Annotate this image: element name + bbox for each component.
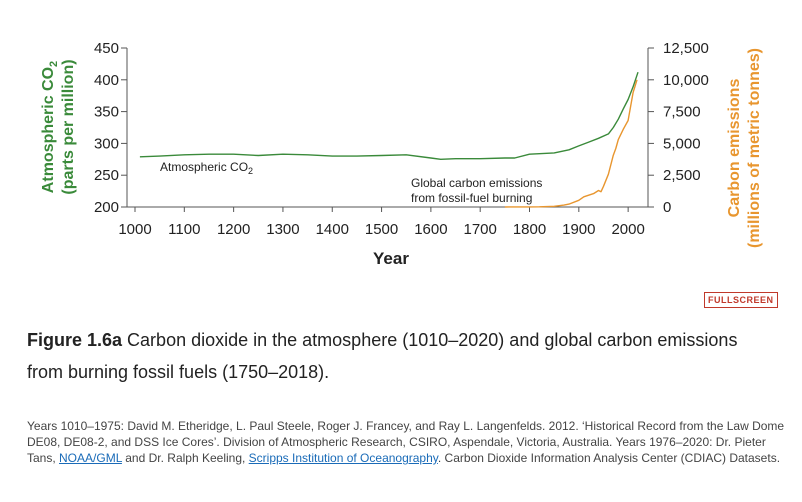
left-y-tick-label: 450 xyxy=(94,40,119,57)
tick-labels: 1000 1100 1200 1300 1400 1500 1600 1700 1800 1900… xyxy=(94,40,709,238)
figure-caption: Figure 1.6a Carbon dioxide in the atmosp… xyxy=(27,324,767,388)
source-text-2: and Dr. Ralph Keeling, xyxy=(121,451,249,465)
caption-text: Carbon dioxide in the atmosphere (1010–2… xyxy=(27,330,738,382)
right-y-tick-label: 2,500 xyxy=(663,167,701,184)
source-text-1: Years 1010–1975: David M. Etheridge, L. … xyxy=(27,419,785,465)
left-y-tick-label: 350 xyxy=(94,104,119,121)
x-tick-label: 1400 xyxy=(316,221,349,238)
right-y-tick-label: 12,500 xyxy=(663,40,709,57)
right-y-tick-label: 5,000 xyxy=(663,135,701,152)
co2-series-annotation: Atmospheric CO2 xyxy=(160,160,253,176)
left-y-tick-label: 200 xyxy=(94,199,119,216)
series-lines xyxy=(139,71,639,208)
x-tick-label: 1900 xyxy=(562,221,595,238)
right-y-tick-label: 10,000 xyxy=(663,72,709,89)
source-credits: Years 1010–1975: David M. Etheridge, L. … xyxy=(27,418,787,466)
left-axis-label-line2: (parts per million) xyxy=(60,59,77,194)
scripps-link[interactable]: Scripps Institution of Oceanography xyxy=(248,451,438,465)
emissions-series-line xyxy=(504,79,638,208)
emissions-series-annotation-line1: Global carbon emissions xyxy=(411,176,542,190)
fullscreen-button[interactable]: FULLSCREEN xyxy=(704,292,778,308)
co2-emissions-chart: 1000 1100 1200 1300 1400 1500 1600 1700 1800 1900… xyxy=(40,40,763,268)
right-axis-label-line1: Carbon emissions xyxy=(726,79,743,218)
left-y-tick-label: 300 xyxy=(94,135,119,152)
x-tick-label: 1800 xyxy=(513,221,546,238)
x-tick-label: 1000 xyxy=(118,221,151,238)
x-tick-label: 1700 xyxy=(464,221,497,238)
right-axis-label-line2: (millions of metric tonnes) xyxy=(746,48,763,248)
emissions-series-annotation-line2: from fossil-fuel burning xyxy=(411,191,532,205)
left-y-tick-label: 250 xyxy=(94,167,119,184)
x-tick-label: 1100 xyxy=(168,221,200,238)
x-tick-label: 1600 xyxy=(414,221,447,238)
right-y-tick-label: 7,500 xyxy=(663,104,701,121)
left-axis-label-line1: Atmospheric CO2 xyxy=(40,61,60,193)
x-tick-label: 2000 xyxy=(611,221,644,238)
chart-axes xyxy=(126,48,649,208)
noaa-gml-link[interactable]: NOAA/GML xyxy=(59,451,122,465)
left-y-tick-label: 400 xyxy=(94,72,119,89)
x-tick-label: 1300 xyxy=(266,221,299,238)
x-tick-label: 1200 xyxy=(217,221,250,238)
x-tick-label: 1500 xyxy=(365,221,398,238)
co2-series-line xyxy=(139,71,639,161)
right-y-tick-label: 0 xyxy=(663,199,671,216)
x-axis-label: Year xyxy=(373,249,409,268)
source-text-3: . Carbon Dioxide Information Analysis Ce… xyxy=(437,451,781,465)
figure-label: Figure 1.6a xyxy=(27,330,123,350)
